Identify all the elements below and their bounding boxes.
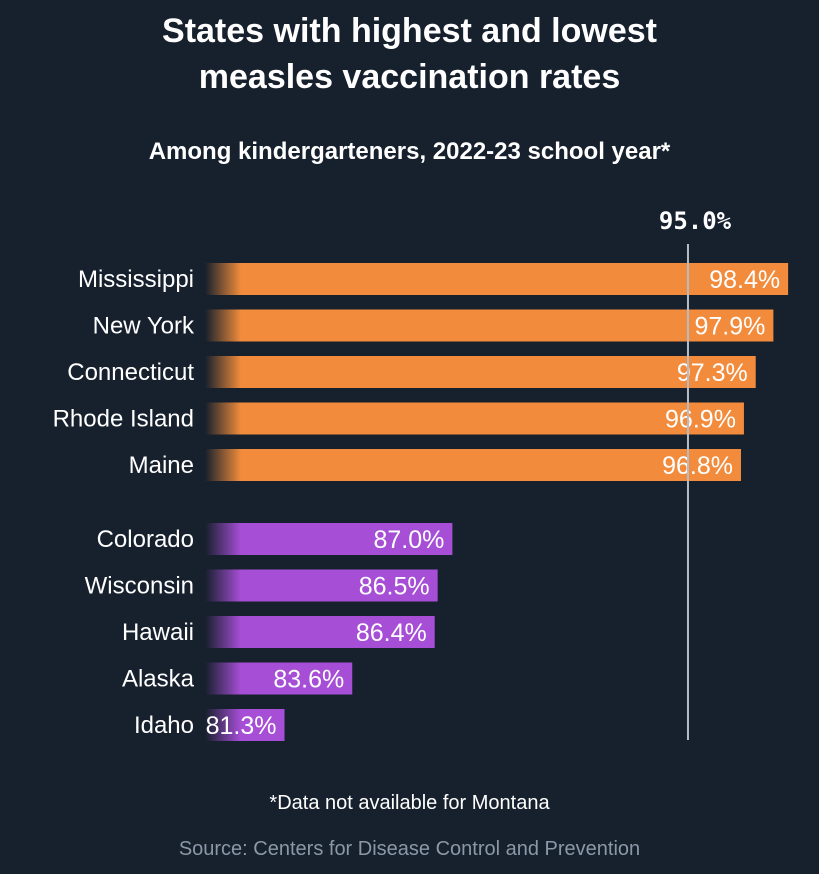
bar-fade-colorado xyxy=(205,523,241,555)
category-label-colorado: Colorado xyxy=(97,526,194,553)
value-label-colorado: 87.0% xyxy=(373,526,444,554)
bar-maine xyxy=(205,449,741,481)
value-label-wisconsin: 86.5% xyxy=(359,573,430,601)
chart-subtitle: Among kindergarteners, 2022-23 school ye… xyxy=(148,138,671,165)
reference-line-label: 95.0% xyxy=(658,207,732,235)
bar-hawaii xyxy=(205,616,435,648)
value-label-idaho: 81.3% xyxy=(206,712,277,740)
bar-fade-alaska xyxy=(205,662,241,695)
bar-rhode-island xyxy=(205,402,744,435)
category-label-alaska: Alaska xyxy=(122,666,195,693)
category-label-rhode-island: Rhode Island xyxy=(53,406,194,433)
category-label-mississippi: Mississippi xyxy=(78,266,194,293)
category-label-hawaii: Hawaii xyxy=(122,619,194,646)
bar-new-york xyxy=(205,309,774,342)
bar-colorado xyxy=(205,523,453,555)
category-label-maine: Maine xyxy=(129,452,194,479)
category-label-idaho: Idaho xyxy=(134,712,194,739)
source-note: Source: Centers for Disease Control and … xyxy=(178,838,641,860)
bar-fade-rhode-island xyxy=(205,402,241,435)
value-label-mississippi: 98.4% xyxy=(709,266,780,294)
value-label-rhode-island: 96.9% xyxy=(665,406,736,434)
value-label-new-york: 97.9% xyxy=(694,313,765,341)
value-label-maine: 96.8% xyxy=(662,452,733,480)
bar-fade-maine xyxy=(205,449,241,481)
bar-fade-mississippi xyxy=(205,263,241,295)
bar-fade-connecticut xyxy=(205,356,241,388)
category-label-wisconsin: Wisconsin xyxy=(85,573,194,600)
bar-mississippi xyxy=(205,263,789,295)
bar-fade-new-york xyxy=(205,309,241,342)
bar-fade-wisconsin xyxy=(205,569,241,602)
category-label-connecticut: Connecticut xyxy=(67,359,194,386)
chart-title: States with highest and lowest measles v… xyxy=(162,12,657,96)
bar-wisconsin xyxy=(205,569,438,602)
footnote: *Data not available for Montana xyxy=(269,792,550,814)
bar-fade-hawaii xyxy=(205,616,241,648)
value-label-hawaii: 86.4% xyxy=(356,619,427,647)
bar-connecticut xyxy=(205,356,756,388)
bar-fade-idaho xyxy=(205,709,241,741)
category-label-new-york: New York xyxy=(93,313,195,340)
value-label-alaska: 83.6% xyxy=(273,666,344,694)
